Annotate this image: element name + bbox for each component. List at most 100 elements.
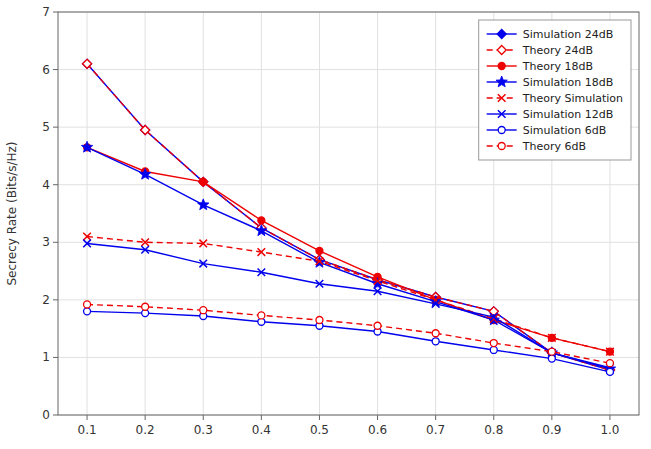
point (200, 307, 207, 314)
legend: Simulation 24dBTheory 24dBTheory 18dBSim… (479, 20, 631, 160)
x-tick (319, 415, 320, 420)
point (316, 317, 323, 324)
point (84, 308, 91, 315)
x-tick-label: 0.5 (310, 423, 329, 437)
point (606, 360, 613, 367)
x-grid-line (145, 12, 146, 415)
legend-item: Theory 18dB (487, 60, 593, 73)
point (198, 199, 209, 210)
legend-label: Theory Simulation (522, 92, 623, 105)
x-tick (261, 415, 262, 420)
point (316, 247, 323, 254)
point (200, 178, 207, 185)
point (548, 355, 555, 362)
x-tick (87, 415, 88, 420)
legend-item: Simulation 18dB (487, 76, 614, 89)
x-grid-line (319, 12, 320, 415)
point (548, 348, 555, 355)
x-tick-label: 0.6 (368, 423, 387, 437)
x-grid-line (87, 12, 88, 415)
y-tick (53, 69, 58, 70)
y-tick-label: 5 (42, 120, 50, 134)
legend-item: Theory 24dB (487, 44, 593, 57)
point (141, 246, 149, 254)
x-tick (377, 415, 378, 420)
legend-marker (498, 127, 505, 134)
x-tick (435, 415, 436, 420)
series (84, 308, 614, 375)
legend-label: Theory 6dB (522, 140, 586, 153)
x-tick-label: 0.4 (252, 423, 271, 437)
y-tick (53, 357, 58, 358)
x-tick-label: 1.0 (600, 423, 619, 437)
axes: 0.10.20.30.40.50.60.70.80.91.001234567 (42, 5, 619, 437)
y-grid-line (58, 184, 639, 185)
legend-item: Theory 6dB (487, 140, 586, 153)
legend-item: Simulation 6dB (487, 124, 607, 137)
y-tick (53, 12, 58, 13)
legend-item: Theory Simulation (487, 92, 623, 105)
point (83, 233, 91, 241)
y-tick (53, 242, 58, 243)
point (258, 217, 265, 224)
point (316, 280, 324, 288)
series (81, 141, 615, 374)
point (374, 277, 382, 285)
point (316, 257, 324, 265)
point (258, 312, 265, 319)
x-tick-label: 0.2 (136, 423, 155, 437)
legend-marker (497, 30, 506, 39)
point (141, 238, 149, 246)
series (83, 233, 614, 356)
point (258, 248, 266, 256)
chart: 0.10.20.30.40.50.60.70.80.91.001234567Se… (0, 0, 651, 449)
legend-label: Theory 18dB (522, 60, 593, 73)
y-tick (53, 415, 58, 416)
point (139, 168, 150, 179)
point (199, 260, 207, 268)
legend-marker (498, 143, 505, 150)
point (83, 240, 91, 248)
plot-background (58, 12, 639, 415)
x-grid-line (203, 12, 204, 415)
x-tick (609, 415, 610, 420)
y-tick-label: 2 (42, 293, 50, 307)
point (606, 368, 613, 375)
grid (58, 12, 639, 415)
series-line (87, 311, 610, 371)
point (490, 313, 498, 321)
legend-marker (498, 110, 506, 118)
series-line (87, 147, 610, 351)
point (432, 338, 439, 345)
y-tick-label: 3 (42, 235, 50, 249)
point (490, 340, 497, 347)
y-tick-label: 1 (42, 350, 50, 364)
y-tick (53, 184, 58, 185)
y-tick-label: 4 (42, 178, 50, 192)
series-line (87, 147, 610, 369)
y-tick-label: 6 (42, 63, 50, 77)
legend-label: Simulation 12dB (523, 108, 614, 121)
series (84, 301, 614, 367)
legend-marker (496, 76, 507, 87)
point (606, 348, 614, 356)
series-line (87, 243, 610, 367)
x-tick-label: 0.9 (542, 423, 561, 437)
plot-frame (58, 12, 639, 415)
legend-label: Theory 24dB (522, 44, 593, 57)
y-tick-label: 0 (42, 408, 50, 422)
x-tick (203, 415, 204, 420)
point (432, 296, 440, 304)
point (256, 225, 267, 236)
point (548, 334, 556, 342)
x-tick (145, 415, 146, 420)
y-tick-label: 7 (42, 5, 50, 19)
legend-label: Simulation 18dB (523, 76, 614, 89)
y-tick (53, 127, 58, 128)
legend-marker (498, 94, 506, 102)
point (606, 348, 613, 355)
x-grid-line (261, 12, 262, 415)
x-tick-label: 0.7 (426, 423, 445, 437)
legend-marker (498, 63, 505, 70)
x-tick-label: 0.3 (194, 423, 213, 437)
